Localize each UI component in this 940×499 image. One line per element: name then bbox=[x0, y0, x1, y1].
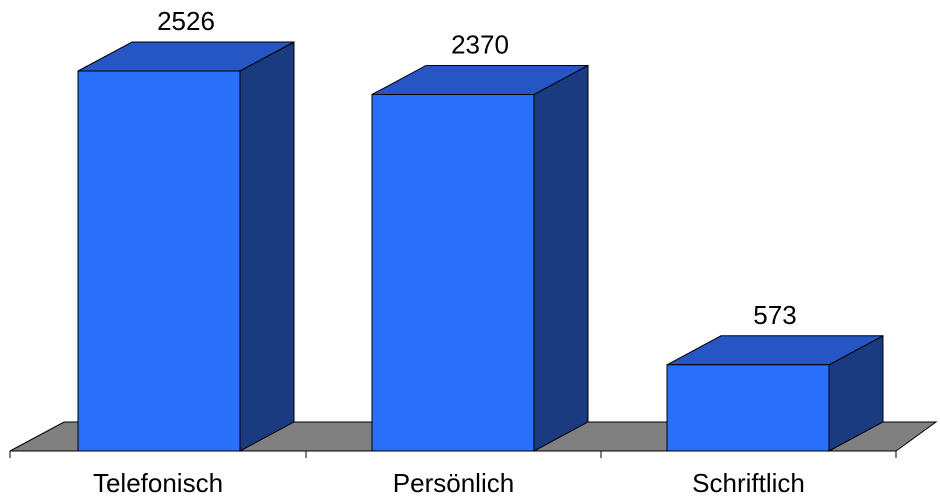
x-tick-label: Persönlich bbox=[393, 468, 514, 498]
bar-side-face bbox=[239, 41, 295, 452]
data-label: 573 bbox=[753, 300, 796, 330]
bar-front-face bbox=[666, 364, 830, 452]
bar-schriftlich bbox=[666, 334, 884, 452]
bar-persönlich bbox=[371, 64, 589, 452]
bar-front-face bbox=[371, 93, 535, 452]
x-tick-label: Telefonisch bbox=[93, 468, 223, 498]
bar-side-face bbox=[533, 64, 589, 452]
bar-telefonisch bbox=[77, 41, 295, 452]
x-tick-label: Schriftlich bbox=[692, 468, 805, 498]
data-label: 2370 bbox=[451, 29, 509, 59]
data-label: 2526 bbox=[157, 6, 215, 36]
bar-front-face bbox=[77, 70, 241, 452]
